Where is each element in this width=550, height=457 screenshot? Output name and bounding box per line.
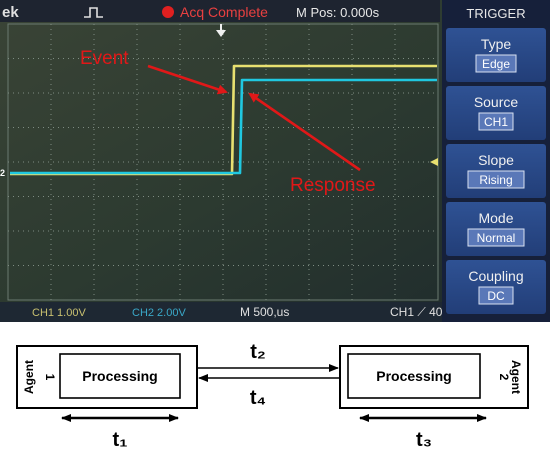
label-t2: t₂ bbox=[250, 341, 266, 363]
response-arrow bbox=[248, 92, 361, 172]
trigger-level-icon bbox=[430, 158, 438, 166]
menu-item-label: Mode bbox=[478, 210, 513, 226]
trigger-menu-item-mode[interactable]: Mode Normal bbox=[446, 202, 546, 256]
menu-item-value: Rising bbox=[479, 173, 512, 187]
menu-item-value-box bbox=[478, 112, 514, 131]
agent-1-name: Agent bbox=[22, 360, 36, 394]
ch2-scale: CH2 2.00V bbox=[132, 307, 186, 319]
trigger-position-icon bbox=[216, 30, 226, 37]
menu-item-value: CH1 bbox=[484, 115, 508, 129]
ch2-trace bbox=[10, 78, 437, 175]
ground-marker: 2 bbox=[0, 168, 5, 178]
agent-1: Processing Agent 1 bbox=[16, 345, 198, 409]
oscilloscope-screen: ek Acq Complete M Pos: 0.000s 2 Event Re… bbox=[0, 0, 550, 322]
acq-status: Acq Complete bbox=[180, 4, 268, 20]
trigger-menu-item-slope[interactable]: Slope Rising bbox=[446, 144, 546, 198]
menu-item-label: Type bbox=[481, 36, 512, 52]
record-icon bbox=[162, 6, 174, 18]
agent-1-processing-label: Processing bbox=[82, 368, 157, 384]
menu-item-value: DC bbox=[487, 289, 505, 303]
agent-2: Processing 2 Agent bbox=[339, 345, 529, 409]
pulse-icon bbox=[84, 7, 103, 18]
trigger-menu-item-coupling[interactable]: Coupling DC bbox=[446, 260, 546, 314]
header-bar bbox=[0, 0, 440, 22]
agent-2-name: Agent bbox=[509, 360, 523, 394]
header-left-fragment: ek bbox=[2, 4, 19, 21]
trigger-menu-item-type[interactable]: Type Edge bbox=[446, 28, 546, 82]
menu-item-value-box bbox=[467, 228, 525, 247]
timebase: M 500,us bbox=[240, 305, 289, 319]
agent-diagram: Processing Agent 1 Processing 2 Agent t₂… bbox=[16, 341, 529, 451]
ch1-scale: CH1 1.00V bbox=[32, 307, 86, 319]
trigger-panel-title: TRIGGER bbox=[466, 6, 525, 21]
agent-2-processing-label: Processing bbox=[376, 368, 451, 384]
agent-1-number: 1 bbox=[43, 374, 57, 381]
trigger-menu-item-source[interactable]: Source CH1 bbox=[446, 86, 546, 140]
event-label: Event bbox=[80, 48, 129, 69]
menu-item-label: Slope bbox=[478, 152, 514, 168]
menu-item-value-box bbox=[475, 54, 517, 73]
label-t3: t₃ bbox=[416, 429, 432, 451]
menu-item-value: Normal bbox=[477, 231, 516, 245]
menu-item-value-box bbox=[467, 170, 525, 189]
agent-2-number: 2 bbox=[497, 374, 511, 381]
menu-item-value: Edge bbox=[482, 57, 510, 71]
event-arrow bbox=[147, 64, 228, 95]
menu-item-label: Source bbox=[474, 94, 519, 110]
agent-1-processing-box bbox=[59, 353, 181, 399]
trigger-menu: Type Edge Source CH1 Slope Rising Mode Normal Co… bbox=[446, 28, 546, 314]
label-t1: t₁ bbox=[113, 429, 128, 451]
agent-2-processing-box bbox=[347, 353, 481, 399]
footer-bar bbox=[0, 302, 550, 322]
m-position: M Pos: 0.000s bbox=[296, 5, 380, 20]
menu-item-label: Coupling bbox=[468, 268, 523, 284]
menu-item-value-box bbox=[478, 286, 514, 305]
response-label: Response bbox=[290, 175, 376, 196]
label-t4: t₄ bbox=[250, 387, 266, 409]
